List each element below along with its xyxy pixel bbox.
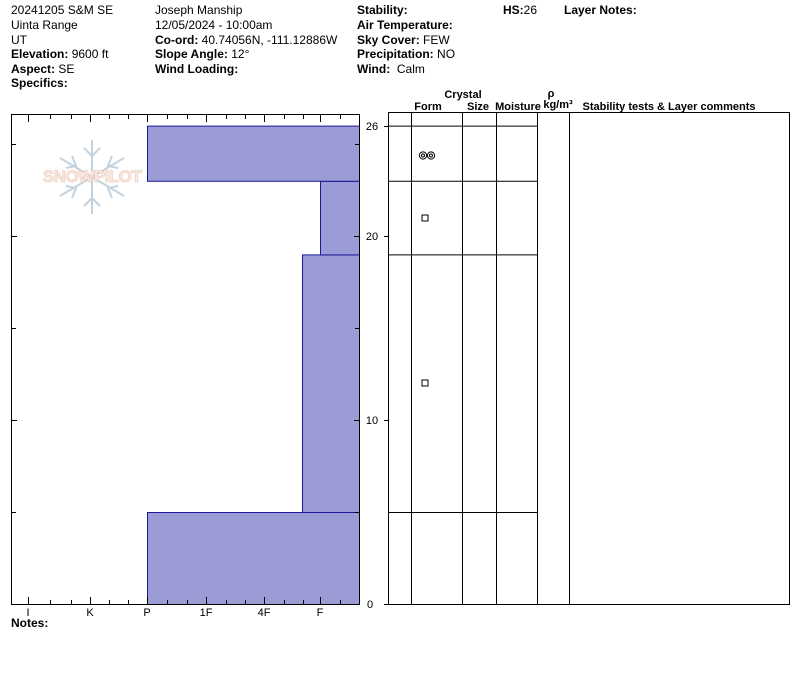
hardness-label-p: P [143,607,150,619]
range-name: Uinta Range [11,18,78,32]
precip-value: NO [437,47,456,61]
size-header: Size [467,101,489,113]
precip-label: Precipitation: [357,47,434,61]
depth-label-0: 0 [367,599,373,611]
sky-cover-row: Sky Cover: FEW [357,33,450,48]
hardness-label-k: K [86,607,94,619]
elevation-row: Elevation: 9600 ft [11,47,108,62]
faceted-crystal-icon [421,214,429,222]
layer-boundary-lines [411,125,537,513]
graupel-icon [418,151,436,160]
watermark-text: SNOWPILOT [43,167,143,186]
specifics-row: Specifics: [11,76,68,91]
aspect-value: SE [58,62,75,76]
stability-label: Stability: [357,3,408,17]
layer-connector-lines [389,125,411,513]
layer-table-frame [388,112,790,605]
slope-label: Slope Angle: [155,47,228,61]
layer-table-columns [411,112,570,605]
coord-value: 40.74056N, -111.12886W [201,33,338,47]
sky-cover-label: Sky Cover: [357,33,420,47]
hardness-label-i: I [26,607,29,619]
snowpilot-watermark: SNOWPILOT [42,140,143,214]
air-temp-row: Air Temperature: [357,18,453,33]
coord-row: Co-ord: 40.74056N, -111.12886W [155,33,337,48]
hardness-plot-frame [11,114,360,605]
hardness-layers [147,125,360,605]
slope-row: Slope Angle: 12° [155,47,249,62]
aspect-label: Aspect: [11,62,56,76]
layer-notes-row: Layer Notes: [564,3,637,18]
crystal-header: Crystal [444,89,481,101]
hardness-layer-bar [320,180,360,256]
hardness-label-4f: 4F [258,607,271,619]
density-unit-header: kg/m³ [543,99,573,111]
wind-row: Wind: Calm [357,62,425,77]
hardness-layer-bar [147,512,360,605]
moisture-header: Moisture [495,101,541,113]
state-name: UT [11,33,27,47]
air-temp-label: Air Temperature: [357,18,453,32]
hardness-layer-bar [147,125,360,182]
observer-name: Joseph Manship [155,3,243,17]
hardness-layer-bar [302,254,360,513]
depth-label-20: 20 [366,231,378,243]
observation-datetime: 12/05/2024 - 10:00am [155,18,273,32]
layer-table: Crystal Form Size Moisture ρ kg/m³ Stabi… [388,88,790,605]
sky-cover-value: FEW [423,33,450,47]
hardness-axis-labels: I K P 1F 4F F [26,607,323,619]
comments-header: Stability tests & Layer comments [582,101,755,113]
wind-loading-label: Wind Loading: [155,62,239,76]
notes-label: Notes: [11,616,49,630]
aspect-row: Aspect: SE [11,62,74,77]
depth-axis-ticks [11,126,389,605]
observation-name: 20241205 S&M SE [11,3,114,17]
precip-row: Precipitation: NO [357,47,455,62]
wind-value: Calm [396,62,425,76]
specifics-label: Specifics: [11,76,68,90]
hardness-label-f: F [317,607,324,619]
stability-row: Stability: [357,3,408,18]
layer-notes-label: Layer Notes: [564,3,637,17]
coord-label: Co-ord: [155,33,199,47]
depth-label-10: 10 [366,415,378,427]
form-header: Form [414,101,442,113]
hs-value: 26 [523,3,538,17]
wind-loading-row: Wind Loading: [155,62,238,77]
depth-axis-labels: 26 20 10 0 [366,121,378,611]
slope-value: 12° [231,47,250,61]
hardness-label-1f: 1F [200,607,213,619]
density-symbol-header: ρ [548,88,555,100]
elevation-label: Elevation: [11,47,69,61]
snowflake-icon [59,140,125,214]
hardness-bottom-ticks [28,597,341,605]
hs-row: HS:26 [503,3,537,18]
hardness-top-ticks [28,114,341,122]
elevation-value: 9600 ft [71,47,109,61]
faceted-crystal-icon [421,379,429,387]
depth-label-26: 26 [366,121,378,133]
wind-label: Wind: [357,62,391,76]
hs-label: HS: [503,3,524,17]
